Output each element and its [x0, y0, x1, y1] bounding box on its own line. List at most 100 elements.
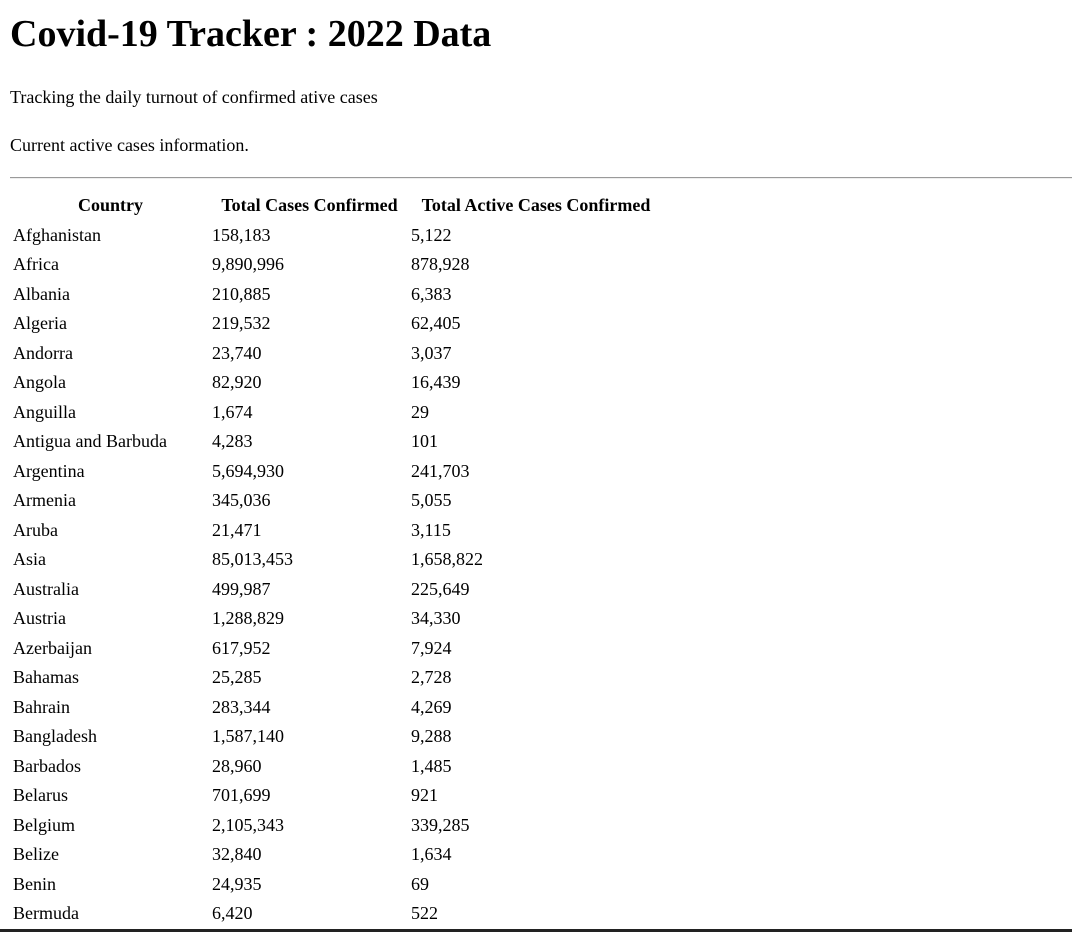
total-cases-cell: 283,344	[212, 696, 271, 717]
table-row: Andorra 23,740 3,037	[12, 340, 662, 368]
total-cases-cell: 2,105,343	[212, 814, 284, 835]
country-cell: Bahrain	[13, 696, 70, 717]
table-row: Armenia 345,036 5,055	[12, 487, 662, 515]
country-cell: Algeria	[13, 313, 67, 334]
total-cases-cell: 219,532	[212, 313, 271, 334]
country-cell: Afghanistan	[13, 224, 101, 245]
total-cases-cell: 1,674	[212, 401, 253, 422]
divider	[10, 177, 1072, 179]
active-cases-cell: 1,658,822	[411, 549, 483, 570]
info-text: Current active cases information.	[10, 135, 249, 155]
active-cases-cell: 6,383	[411, 283, 452, 304]
country-cell: Azerbaijan	[13, 637, 92, 658]
active-cases-cell: 7,924	[411, 637, 452, 658]
column-header-total-cases: Total Cases Confirmed	[221, 195, 398, 216]
table-row: Bahamas 25,285 2,728	[12, 664, 662, 692]
table-row: Antigua and Barbuda 4,283 101	[12, 428, 662, 456]
total-cases-cell: 1,587,140	[212, 726, 284, 747]
active-cases-cell: 29	[411, 401, 429, 422]
country-cell: Belgium	[13, 814, 75, 835]
table-row: Belarus 701,699 921	[12, 782, 662, 810]
total-cases-cell: 5,694,930	[212, 460, 284, 481]
country-cell: Africa	[13, 254, 59, 275]
total-cases-cell: 32,840	[212, 844, 262, 865]
table-row: Angola 82,920 16,439	[12, 369, 662, 397]
total-cases-cell: 24,935	[212, 873, 262, 894]
active-cases-cell: 69	[411, 873, 429, 894]
total-cases-cell: 23,740	[212, 342, 262, 363]
country-cell: Bangladesh	[13, 726, 97, 747]
total-cases-cell: 158,183	[212, 224, 271, 245]
country-cell: Antigua and Barbuda	[13, 431, 167, 452]
country-cell: Albania	[13, 283, 70, 304]
table-row: Belize 32,840 1,634	[12, 841, 662, 869]
country-cell: Belize	[13, 844, 59, 865]
total-cases-cell: 1,288,829	[212, 608, 284, 629]
active-cases-cell: 5,122	[411, 224, 452, 245]
active-cases-cell: 3,115	[411, 519, 451, 540]
country-cell: Australia	[13, 578, 79, 599]
cases-table: Country Total Cases Confirmed Total Acti…	[10, 190, 664, 932]
total-cases-cell: 345,036	[212, 490, 271, 511]
column-header-active-cases: Total Active Cases Confirmed	[421, 195, 651, 216]
active-cases-cell: 878,928	[411, 254, 470, 275]
active-cases-cell: 9,288	[411, 726, 452, 747]
country-cell: Asia	[13, 549, 46, 570]
country-cell: Andorra	[13, 342, 73, 363]
table-row: Bangladesh 1,587,140 9,288	[12, 723, 662, 751]
active-cases-cell: 921	[411, 785, 438, 806]
table-row: Austria 1,288,829 34,330	[12, 605, 662, 633]
country-cell: Angola	[13, 372, 66, 393]
total-cases-cell: 25,285	[212, 667, 262, 688]
total-cases-cell: 210,885	[212, 283, 271, 304]
country-cell: Benin	[13, 873, 56, 894]
country-cell: Austria	[13, 608, 66, 629]
table-row: Albania 210,885 6,383	[12, 281, 662, 309]
country-cell: Argentina	[13, 460, 85, 481]
total-cases-cell: 617,952	[212, 637, 271, 658]
total-cases-cell: 85,013,453	[212, 549, 293, 570]
country-cell: Bermuda	[13, 903, 79, 924]
active-cases-cell: 241,703	[411, 460, 470, 481]
table-row: Bermuda 6,420 522	[12, 900, 662, 928]
table-row: Afghanistan 158,183 5,122	[12, 222, 662, 250]
total-cases-cell: 499,987	[212, 578, 271, 599]
country-cell: Aruba	[13, 519, 58, 540]
active-cases-cell: 101	[411, 431, 438, 452]
table-row: Aruba 21,471 3,115	[12, 517, 662, 545]
country-cell: Barbados	[13, 755, 81, 776]
column-header-country: Country	[77, 195, 143, 216]
active-cases-cell: 522	[411, 903, 438, 924]
active-cases-cell: 16,439	[411, 372, 461, 393]
total-cases-cell: 28,960	[212, 755, 262, 776]
window-bottom-edge	[0, 929, 1072, 932]
table-header-row: Country Total Cases Confirmed Total Acti…	[12, 192, 662, 220]
table-row: Belgium 2,105,343 339,285	[12, 812, 662, 840]
table-row: Azerbaijan 617,952 7,924	[12, 635, 662, 663]
table-row: Bahrain 283,344 4,269	[12, 694, 662, 722]
active-cases-cell: 339,285	[411, 814, 470, 835]
active-cases-cell: 1,634	[411, 844, 452, 865]
table-row: Argentina 5,694,930 241,703	[12, 458, 662, 486]
total-cases-cell: 9,890,996	[212, 254, 284, 275]
active-cases-cell: 1,485	[411, 755, 452, 776]
active-cases-cell: 62,405	[411, 313, 461, 334]
country-cell: Armenia	[13, 490, 76, 511]
active-cases-cell: 225,649	[411, 578, 470, 599]
table-row: Algeria 219,532 62,405	[12, 310, 662, 338]
table-body: Afghanistan 158,183 5,122 Africa 9,890,996 87…	[12, 222, 662, 932]
active-cases-cell: 2,728	[411, 667, 452, 688]
country-cell: Belarus	[13, 785, 68, 806]
country-cell: Bahamas	[13, 667, 79, 688]
total-cases-cell: 6,420	[212, 903, 253, 924]
active-cases-cell: 5,055	[411, 490, 452, 511]
country-cell: Anguilla	[13, 401, 76, 422]
total-cases-cell: 21,471	[212, 519, 262, 540]
table-row: Benin 24,935 69	[12, 871, 662, 899]
table-row: Australia 499,987 225,649	[12, 576, 662, 604]
table-row: Asia 85,013,453 1,658,822	[12, 546, 662, 574]
total-cases-cell: 82,920	[212, 372, 262, 393]
total-cases-cell: 4,283	[212, 431, 253, 452]
total-cases-cell: 701,699	[212, 785, 271, 806]
